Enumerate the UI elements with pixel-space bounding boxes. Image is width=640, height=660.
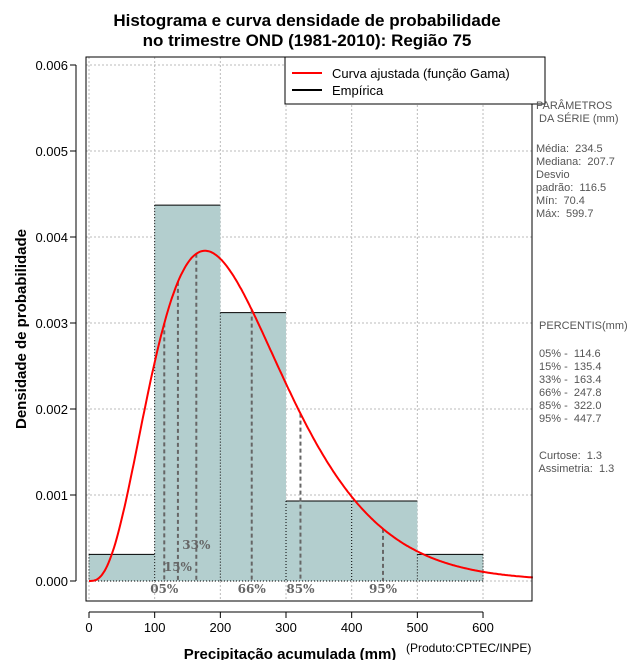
params-title: PARÂMETROS DA SÉRIE (mm)	[536, 100, 619, 125]
histogram-bar	[220, 312, 287, 581]
legend-label-empirical: Empírica	[332, 83, 384, 98]
percentis-title: PERCENTIS(mm)	[536, 320, 628, 332]
histogram-bar	[351, 501, 418, 581]
histogram-bar	[417, 554, 484, 581]
percentile-label: 85%	[286, 582, 315, 596]
chart-subtitle: no trimestre OND (1981-2010): Região 75	[143, 31, 472, 50]
x-tick-label: 600	[472, 620, 494, 635]
y-tick-label: 0.002	[35, 402, 68, 417]
x-tick-label: 100	[144, 620, 166, 635]
x-axis-label: Precipitação acumulada (mm)	[184, 646, 397, 660]
percentile-label: 15%	[164, 560, 193, 574]
params-values: Média: 234.5 Mediana: 207.7 Desvio padrã…	[536, 143, 615, 220]
y-axis-label: Densidade de probabilidade	[13, 229, 30, 429]
x-tick-label: 200	[209, 620, 231, 635]
percentile-label: 05%	[150, 582, 179, 596]
moments-values: Curtose: 1.3 Assimetria: 1.3	[538, 450, 615, 475]
percentile-label: 66%	[238, 582, 267, 596]
y-tick-label: 0.004	[35, 230, 68, 245]
fitted-gamma-curve	[89, 249, 533, 582]
percentile-label: 33%	[182, 538, 211, 552]
percentis-values: 05% - 114.6 15% - 135.4 33% - 163.4 66% …	[539, 348, 602, 425]
x-tick-label: 400	[341, 620, 363, 635]
chart-title: Histograma e curva densidade de probabil…	[113, 11, 500, 30]
x-tick-label: 300	[275, 620, 297, 635]
percentile-label: 95%	[369, 582, 398, 596]
legend-box	[284, 56, 546, 105]
histogram-bar	[286, 501, 352, 581]
y-tick-label: 0.003	[35, 316, 68, 331]
y-tick-label: 0.000	[35, 574, 68, 589]
y-tick-label: 0.005	[35, 144, 68, 159]
y-tick-label: 0.006	[35, 58, 68, 73]
legend-label-curve: Curva ajustada (função Gama)	[332, 66, 510, 81]
x-tick-label: 0	[85, 620, 92, 635]
credit-label: (Produto:CPTEC/INPE)	[406, 641, 531, 655]
y-tick-label: 0.001	[35, 488, 68, 503]
histogram-bar	[154, 205, 221, 581]
x-tick-label: 500	[406, 620, 428, 635]
